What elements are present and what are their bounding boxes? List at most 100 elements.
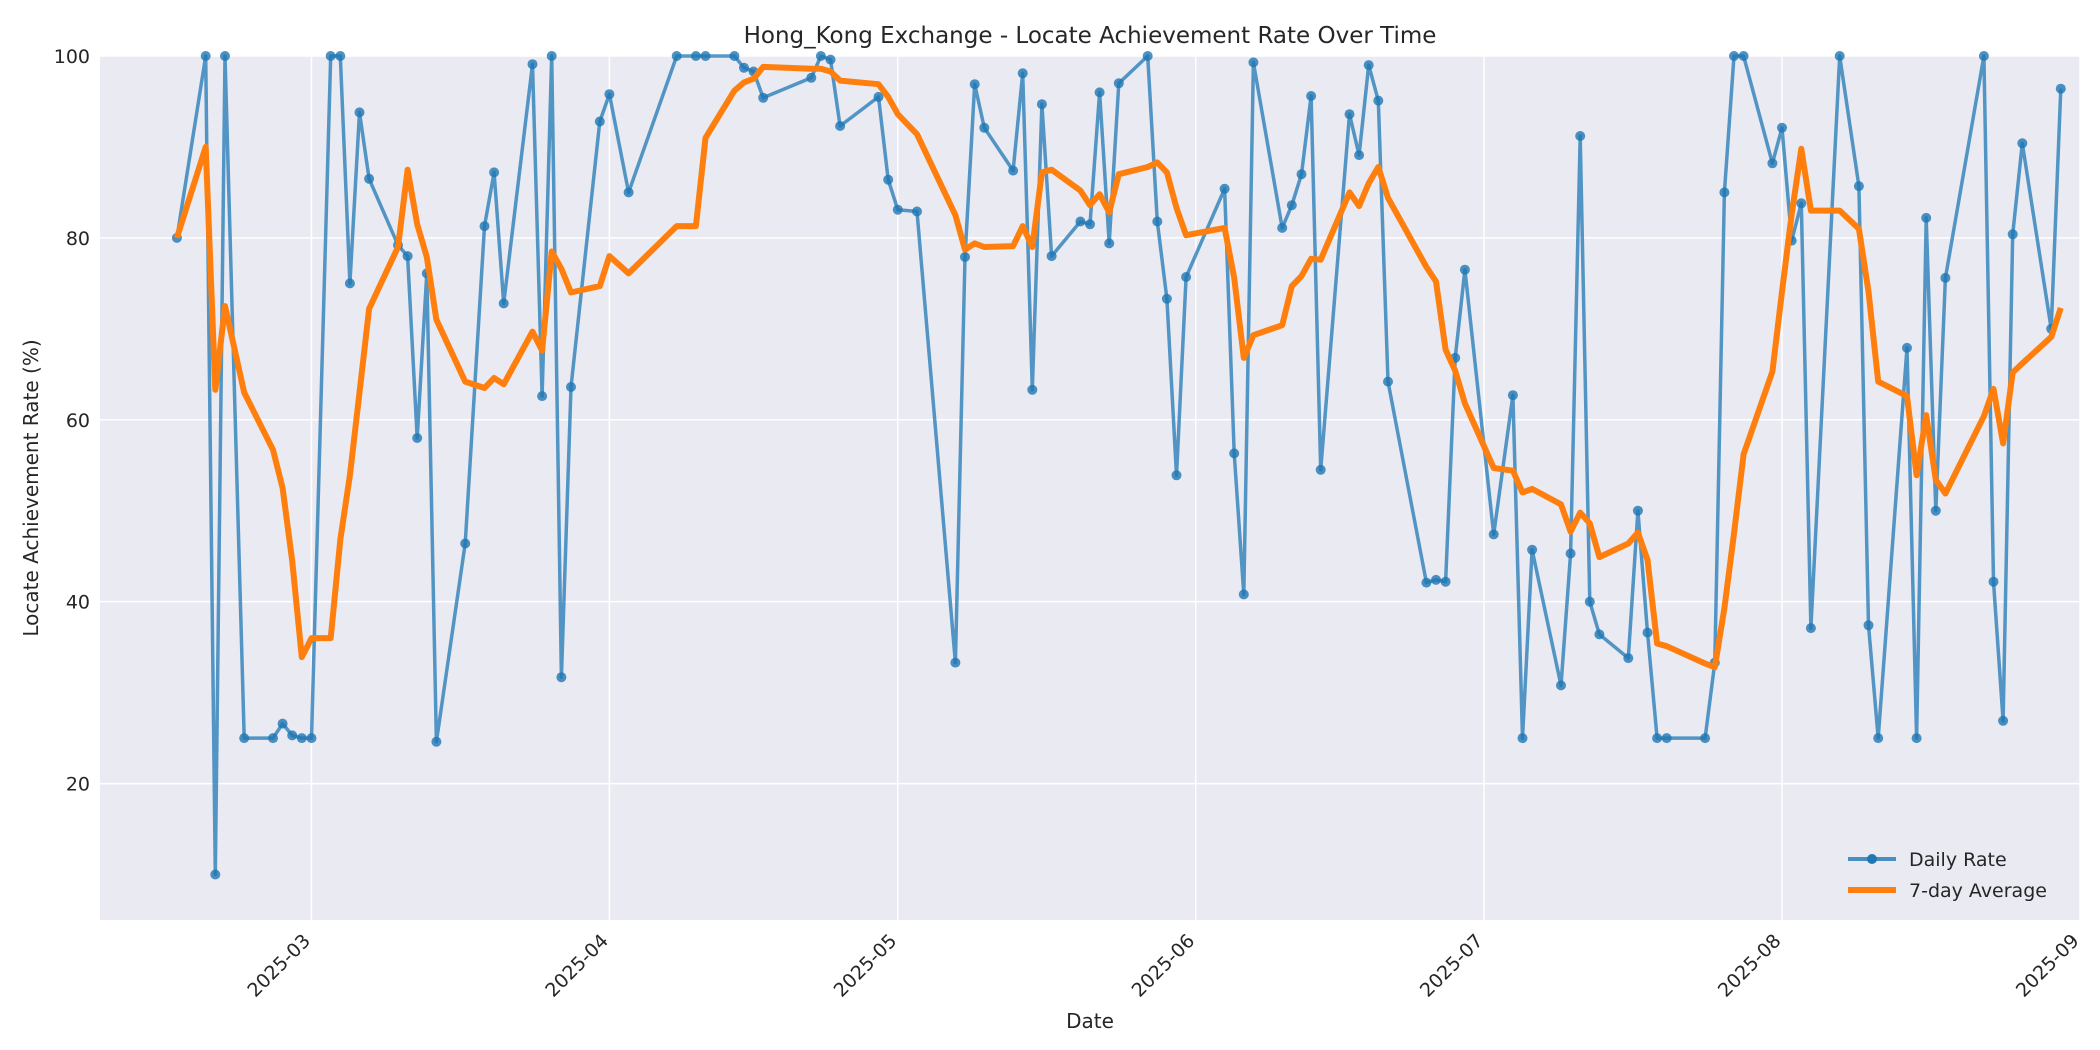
daily-rate-point xyxy=(1623,653,1634,664)
daily-rate-point xyxy=(1017,68,1028,79)
daily-rate-point xyxy=(2007,229,2018,240)
daily-rate-point xyxy=(546,51,557,61)
daily-rate-point xyxy=(566,382,576,392)
y-axis-ticks: 20 40 60 80 100 xyxy=(54,46,90,796)
daily-rate-point xyxy=(873,91,884,102)
daily-rate-point xyxy=(1652,733,1663,744)
daily-rate-point xyxy=(1113,78,1124,89)
daily-rate-point xyxy=(1459,264,1470,275)
daily-rate-point xyxy=(1046,251,1057,262)
legend-daily-label: Daily Rate xyxy=(1909,849,2007,871)
daily-rate-point xyxy=(556,672,567,683)
daily-rate-point xyxy=(1978,51,1989,61)
x-axis-ticks: 2025-03 2025-04 2025-05 2025-06 2025-07 2025-… xyxy=(243,930,2083,1002)
y-tick-label: 40 xyxy=(66,592,90,614)
daily-rate-point xyxy=(1421,577,1432,588)
y-tick-label: 80 xyxy=(66,228,90,250)
daily-rate-point xyxy=(1440,576,1451,587)
legend: Daily Rate 7-day Average xyxy=(1848,849,2047,902)
daily-rate-point xyxy=(239,733,250,744)
daily-rate-point xyxy=(210,869,221,880)
seven-day-average-line xyxy=(174,63,2064,671)
daily-rate-point xyxy=(1642,627,1653,638)
y-tick-label: 60 xyxy=(66,410,90,432)
daily-rate-point xyxy=(1911,733,1922,744)
daily-rate-point xyxy=(912,206,922,217)
daily-rate-point xyxy=(1027,384,1038,395)
daily-rate-point xyxy=(1161,293,1172,304)
daily-rate-point xyxy=(1296,169,1307,180)
daily-rate-point xyxy=(527,59,538,70)
daily-rate-point xyxy=(671,51,682,61)
daily-rate-point xyxy=(1738,51,1749,61)
daily-rate-point xyxy=(1700,733,1711,744)
daily-rate-point xyxy=(1661,733,1672,744)
daily-rate-point xyxy=(354,107,365,118)
daily-rate-point xyxy=(1594,629,1605,640)
daily-rate-point xyxy=(1152,216,1163,227)
daily-rate-point xyxy=(1181,272,1192,282)
daily-rate-point xyxy=(364,173,375,184)
legend-daily-marker xyxy=(1867,854,1877,864)
daily-rate-point xyxy=(806,72,817,83)
series-lines xyxy=(171,51,2066,880)
daily-rate-point xyxy=(1719,187,1730,198)
x-tick-label: 2025-07 xyxy=(1416,930,1488,1002)
daily-rate-point xyxy=(1834,51,1845,61)
daily-rate-point xyxy=(1008,165,1019,176)
daily-rate-point xyxy=(1921,212,1932,223)
y-tick-label: 100 xyxy=(54,46,90,68)
x-tick-label: 2025-09 xyxy=(2012,930,2084,1002)
x-tick-label: 2025-08 xyxy=(1714,930,1786,1002)
daily-rate-point xyxy=(412,433,423,443)
daily-rate-point xyxy=(729,51,740,61)
daily-rate-point xyxy=(1344,109,1355,120)
daily-rate-point xyxy=(325,51,336,61)
daily-rate-point xyxy=(1238,589,1249,600)
daily-rate-point xyxy=(335,51,346,61)
daily-rate-point xyxy=(2055,83,2066,94)
daily-rate-point xyxy=(296,733,307,744)
daily-rate-point xyxy=(960,252,970,262)
daily-rate-point xyxy=(835,121,846,131)
daily-rate-point xyxy=(1584,596,1595,607)
daily-rate-point xyxy=(1036,99,1047,110)
x-tick-label: 2025-05 xyxy=(830,930,902,1002)
plot-area xyxy=(100,56,2080,920)
daily-rate-point xyxy=(1286,200,1297,211)
daily-rate-point xyxy=(344,278,355,289)
chart-title: Hong_Kong Exchange - Locate Achievement … xyxy=(744,23,1437,49)
daily-rate-point xyxy=(1104,238,1115,249)
daily-rate-point xyxy=(431,736,442,747)
y-axis-label: Locate Achievement Rate (%) xyxy=(19,339,43,636)
daily-rate-point xyxy=(1805,623,1816,634)
daily-rate-point xyxy=(1363,60,1374,71)
daily-rate-point xyxy=(479,221,490,232)
daily-rate-point xyxy=(1431,574,1441,585)
x-axis-label: Date xyxy=(1066,1009,1114,1033)
daily-rate-point xyxy=(1075,216,1086,227)
x-tick-label: 2025-03 xyxy=(243,930,315,1002)
daily-rate-point xyxy=(815,51,826,61)
daily-rate-point xyxy=(1632,505,1643,516)
daily-rate-point xyxy=(969,79,980,90)
daily-rate-point xyxy=(306,733,317,744)
daily-rate-point xyxy=(1527,544,1538,555)
daily-rate-point xyxy=(758,92,769,103)
daily-rate-point xyxy=(825,54,836,65)
daily-rate-point xyxy=(1488,529,1499,540)
daily-rate-point xyxy=(690,51,701,61)
daily-rate-point xyxy=(2017,138,2028,149)
daily-rate-point xyxy=(1940,272,1951,283)
daily-rate-point xyxy=(1306,91,1317,101)
daily-rate-point xyxy=(268,733,278,744)
daily-rate-point xyxy=(892,204,903,215)
daily-rate-point xyxy=(537,391,548,402)
daily-rate-point xyxy=(277,718,288,729)
legend-average-label: 7-day Average xyxy=(1909,880,2047,902)
daily-rate-point xyxy=(1229,448,1240,459)
daily-rate-point xyxy=(1248,57,1259,68)
y-tick-label: 20 xyxy=(66,774,90,796)
daily-rate-point xyxy=(1315,464,1326,475)
